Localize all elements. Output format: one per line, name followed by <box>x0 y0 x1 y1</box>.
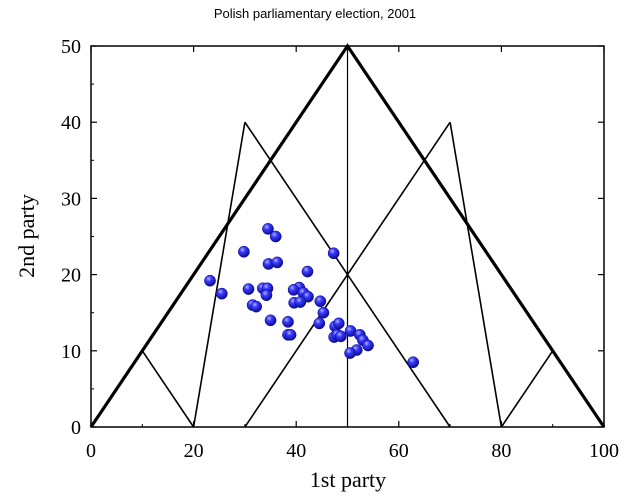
x-tick-label: 20 <box>184 440 204 462</box>
data-point <box>242 283 255 295</box>
data-point <box>332 317 345 330</box>
y-tick-label: 30 <box>61 188 81 210</box>
data-point <box>269 230 282 243</box>
data-point <box>282 315 294 328</box>
data-point <box>260 289 273 302</box>
x-tick-label: 80 <box>491 440 511 462</box>
reference-line <box>192 122 246 428</box>
data-point <box>301 265 314 278</box>
data-point <box>362 339 374 352</box>
data-point <box>407 356 420 369</box>
y-tick-label: 20 <box>61 265 81 287</box>
data-point <box>313 317 326 330</box>
data-point <box>317 306 330 319</box>
x-tick-label: 60 <box>389 440 409 462</box>
reference-line <box>500 350 554 428</box>
reference-line <box>449 122 503 428</box>
data-point <box>264 314 277 327</box>
data-point <box>334 330 347 343</box>
points-layer <box>204 223 420 369</box>
y-tick-label: 10 <box>61 341 81 363</box>
data-point <box>314 295 327 308</box>
y-axis-title: 2nd party <box>14 194 39 278</box>
data-point <box>238 245 250 258</box>
y-tick-label: 50 <box>61 36 81 58</box>
ticks-layer: 0 20 40 60 80 100 0 10 20 30 40 50 <box>61 36 619 462</box>
data-point <box>344 347 356 359</box>
data-point <box>262 223 274 235</box>
data-point <box>271 256 284 269</box>
data-point <box>250 300 263 313</box>
reference-line <box>141 350 195 428</box>
chart-title: Polish parliamentary election, 2001 <box>214 6 416 21</box>
y-tick-label: 40 <box>61 112 81 134</box>
data-point <box>215 287 228 300</box>
x-axis-title: 1st party <box>310 467 386 492</box>
x-tick-label: 0 <box>86 440 96 462</box>
data-point <box>327 247 340 260</box>
data-point <box>294 296 307 308</box>
reference-lines-layer <box>89 43 606 428</box>
x-tick-label: 100 <box>589 440 619 462</box>
x-tick-label: 40 <box>286 440 306 462</box>
data-point <box>204 274 216 287</box>
y-tick-label: 0 <box>71 417 81 439</box>
data-point <box>284 328 297 341</box>
data-point <box>287 283 300 296</box>
